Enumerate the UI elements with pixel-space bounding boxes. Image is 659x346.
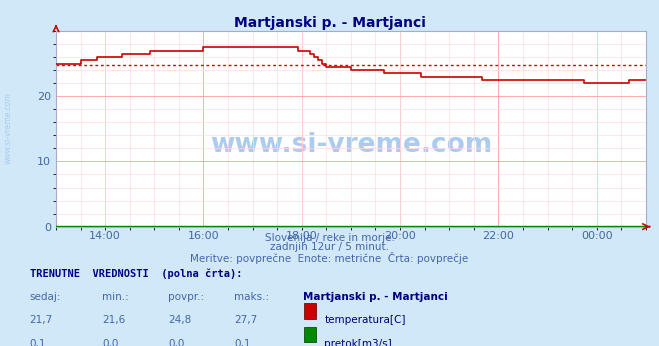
Text: maks.:: maks.: — [234, 292, 269, 302]
Text: 0,0: 0,0 — [168, 339, 185, 346]
Text: Slovenija / reke in morje.: Slovenija / reke in morje. — [264, 233, 395, 243]
Text: 21,7: 21,7 — [30, 315, 53, 325]
Text: 0,0: 0,0 — [102, 339, 119, 346]
Text: TRENUTNE  VREDNOSTI  (polna črta):: TRENUTNE VREDNOSTI (polna črta): — [30, 268, 242, 279]
Text: 0,1: 0,1 — [30, 339, 46, 346]
Text: Martjanski p. - Martjanci: Martjanski p. - Martjanci — [303, 292, 448, 302]
Text: pretok[m3/s]: pretok[m3/s] — [324, 339, 392, 346]
Text: www.si-vreme.com: www.si-vreme.com — [3, 92, 13, 164]
Text: povpr.:: povpr.: — [168, 292, 204, 302]
Text: 21,6: 21,6 — [102, 315, 125, 325]
Text: www.si-vreme.com: www.si-vreme.com — [210, 131, 492, 157]
Text: sedaj:: sedaj: — [30, 292, 61, 302]
Text: 24,8: 24,8 — [168, 315, 191, 325]
Text: Martjanski p. - Martjanci: Martjanski p. - Martjanci — [233, 16, 426, 29]
Text: 27,7: 27,7 — [234, 315, 257, 325]
Text: 0,1: 0,1 — [234, 339, 250, 346]
Text: temperatura[C]: temperatura[C] — [324, 315, 406, 325]
Text: min.:: min.: — [102, 292, 129, 302]
Text: zadnjih 12ur / 5 minut.: zadnjih 12ur / 5 minut. — [270, 242, 389, 252]
Text: Meritve: povprečne  Enote: metrične  Črta: povprečje: Meritve: povprečne Enote: metrične Črta:… — [190, 252, 469, 264]
